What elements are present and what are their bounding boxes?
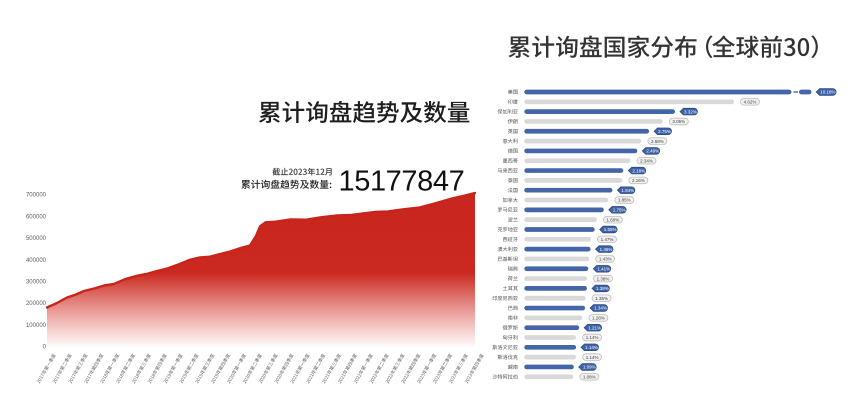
svg-text:500000: 500000 bbox=[26, 236, 47, 242]
svg-text:1.38%: 1.38% bbox=[596, 286, 609, 291]
svg-text:1.14%: 1.14% bbox=[585, 345, 598, 350]
svg-text:4.62%: 4.62% bbox=[744, 100, 757, 105]
svg-text:1.41%: 1.41% bbox=[597, 267, 610, 272]
svg-text:1.14%: 1.14% bbox=[586, 335, 599, 340]
svg-text:1.47%: 1.47% bbox=[601, 237, 614, 242]
svg-text:600000: 600000 bbox=[26, 214, 47, 220]
svg-text:3.05%: 3.05% bbox=[672, 119, 685, 124]
svg-text:3.32%: 3.32% bbox=[684, 109, 697, 114]
svg-text:300000: 300000 bbox=[26, 280, 47, 286]
svg-text:1.14%: 1.14% bbox=[586, 355, 599, 360]
svg-text:2.49%: 2.49% bbox=[646, 149, 659, 154]
svg-text:2.75%: 2.75% bbox=[658, 129, 671, 134]
svg-text:1.35%: 1.35% bbox=[595, 296, 608, 301]
svg-text:15177847: 15177847 bbox=[339, 166, 465, 198]
svg-text:1.38%: 1.38% bbox=[597, 276, 610, 281]
svg-text:1.75%: 1.75% bbox=[613, 208, 626, 213]
svg-text:1.85%: 1.85% bbox=[618, 198, 631, 203]
svg-text:1.94%: 1.94% bbox=[621, 188, 634, 193]
svg-text:700000: 700000 bbox=[26, 193, 47, 199]
svg-text:1.34%: 1.34% bbox=[594, 306, 607, 311]
svg-text:10.18%: 10.18% bbox=[820, 90, 835, 95]
svg-text:200000: 200000 bbox=[26, 301, 47, 307]
svg-text:400000: 400000 bbox=[26, 258, 47, 264]
svg-text:1.43%: 1.43% bbox=[599, 257, 612, 262]
svg-text:1.55%: 1.55% bbox=[604, 227, 617, 232]
svg-text:100000: 100000 bbox=[26, 323, 47, 329]
svg-text:0: 0 bbox=[43, 345, 47, 351]
svg-text:1.46%: 1.46% bbox=[600, 247, 613, 252]
svg-text:1.09%: 1.09% bbox=[583, 365, 596, 370]
svg-text:1.60%: 1.60% bbox=[607, 217, 620, 222]
svg-text:1.28%: 1.28% bbox=[592, 316, 605, 321]
svg-text:1.21%: 1.21% bbox=[588, 325, 601, 330]
svg-text:2.58%: 2.58% bbox=[651, 139, 664, 144]
svg-text:2.18%: 2.18% bbox=[632, 168, 645, 173]
svg-text:2.16%: 2.16% bbox=[632, 178, 645, 183]
svg-text:2.34%: 2.34% bbox=[640, 158, 653, 163]
svg-text:1.08%: 1.08% bbox=[583, 375, 596, 380]
